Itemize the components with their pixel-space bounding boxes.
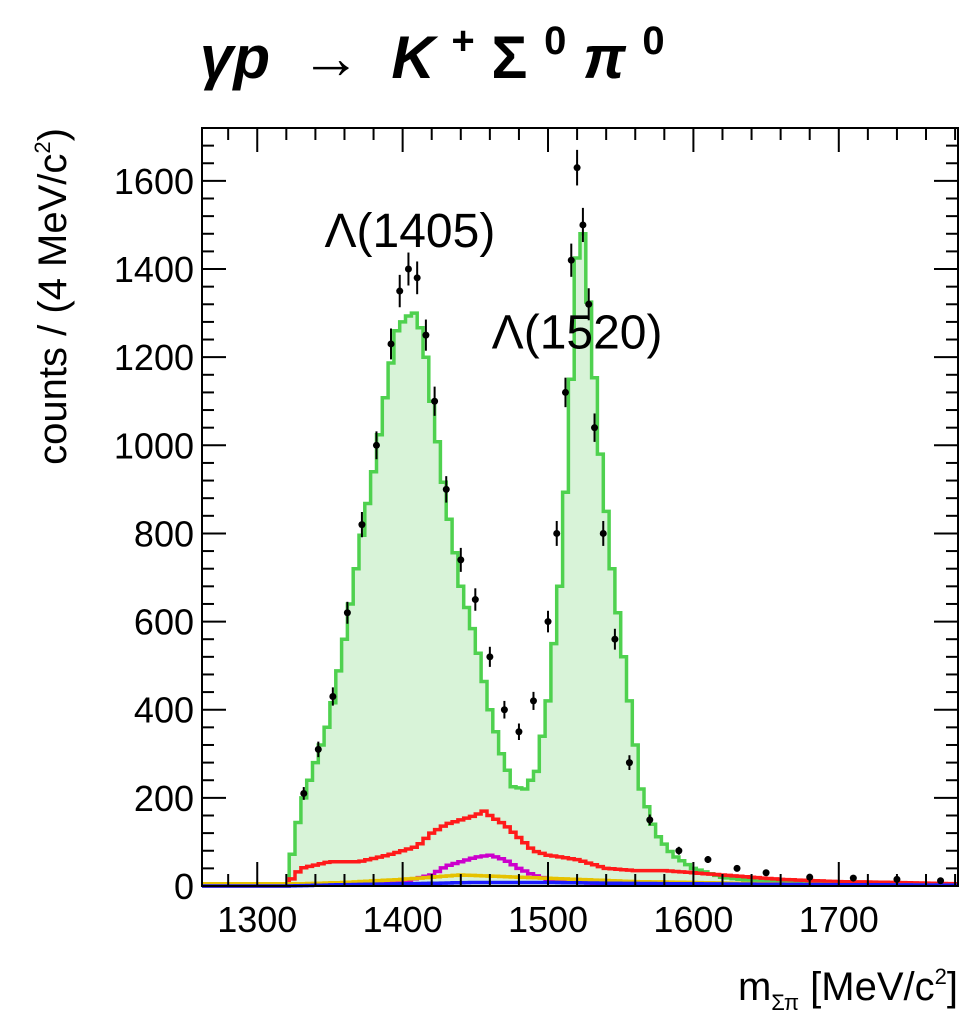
data-point [486,653,494,661]
series-line-1 [202,809,958,888]
data-point [471,596,479,604]
y-tick-label: 1000 [114,425,194,466]
annotation-layer: Λ(1405) Λ(1520) [324,205,662,359]
data-point [579,221,587,229]
data-point [300,789,308,797]
title-part: π [583,24,627,91]
title-part: Σ [491,24,527,91]
data-point [849,874,857,882]
data-point [937,877,945,885]
data-point [372,441,380,449]
data-point [611,635,619,643]
data-point [413,274,421,282]
x-axis-title-part: 2 [935,964,947,989]
title-part: K [391,24,438,91]
data-point [704,856,712,864]
y-tick-label: 400 [134,690,194,731]
ticks-layer: 1300 1400 1500 1600 1700 0 200 400 600 800 1000 120… [114,127,958,940]
x-axis-title-part: Σπ [771,990,799,1015]
data-point [553,529,561,537]
data-point [422,331,430,339]
y-axis-title-part: 2 [30,141,55,153]
x-axis-title-part: [MeV/c [799,965,935,1009]
data-point [329,693,337,700]
data-point [343,609,351,617]
annotation-label: Λ(1520) [492,306,663,359]
x-axis-title-part: ] [947,965,958,1009]
data-points-layer [300,149,945,885]
data-point [646,816,654,824]
data-point [314,745,322,753]
data-point [457,556,465,564]
data-point [396,287,404,295]
data-point [387,340,395,348]
data-point [573,164,581,172]
x-axis-title-part: m [738,965,771,1009]
data-point [515,728,523,736]
chart-title: γp → K + Σ 0 π 0 [200,0,665,91]
data-point [529,697,537,705]
data-point [358,521,366,529]
title-part: 0 [642,19,664,63]
x-axis-title: mΣπ [MeV/c2] [738,964,958,1015]
data-point [675,847,683,855]
x-tick-label: 1400 [363,899,443,940]
data-point [544,618,552,626]
x-tick-label: 1300 [217,899,297,940]
x-tick-label: 1500 [508,899,588,940]
plot-frame [201,127,959,887]
y-axis-title-part: counts / (4 MeV/c [31,154,75,465]
title-part: + [451,19,474,63]
y-tick-label: 1200 [114,337,194,378]
data-point [762,869,770,877]
y-axis-title-part: ) [31,128,75,141]
series-fill-0 [202,233,958,887]
y-axis-title: counts / (4 MeV/c2) [30,128,75,465]
x-tick-label: 1700 [799,899,879,940]
data-point [733,864,741,872]
y-tick-label: 0 [174,866,194,907]
y-tick-label: 800 [134,513,194,554]
data-point [591,424,599,432]
data-point [500,706,508,714]
data-point [431,397,439,405]
series-line-4 [202,880,958,888]
data-point [625,759,633,767]
data-point [442,485,450,493]
y-tick-label: 600 [134,602,194,643]
x-tick-label: 1600 [653,899,733,940]
data-point [567,256,575,264]
title-part: → [301,24,361,91]
title-part: γp [200,24,270,91]
data-point [585,300,593,308]
data-point [599,529,607,537]
y-tick-label: 200 [134,778,194,819]
title-part: 0 [544,19,566,63]
data-point [561,388,569,396]
annotation-label: Λ(1405) [324,205,495,258]
y-tick-label: 1600 [114,161,194,202]
series-layer [202,232,958,888]
data-point [404,265,412,273]
y-tick-label: 1400 [114,249,194,290]
axes-layer [201,127,959,887]
